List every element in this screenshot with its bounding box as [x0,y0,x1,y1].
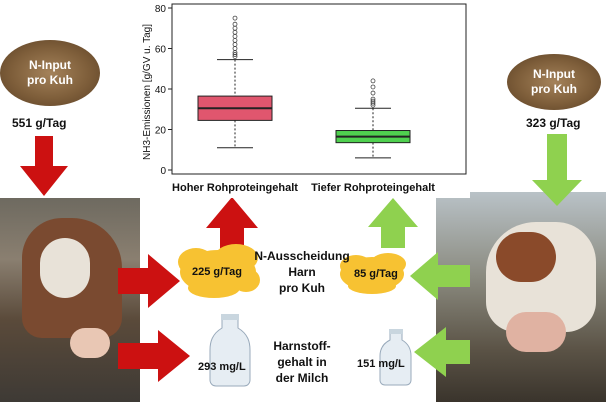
arrow-left-right-lower [414,327,470,377]
urine-caption: N-Ausscheidung Harn pro Kuh [250,248,354,296]
y-axis-label: NH3-Emissionen [g/GV u. Tag] [142,24,153,160]
cow-patch-right [496,232,556,282]
urine-caption-line1: N-Ausscheidung [254,249,350,263]
arrow-up-right [368,198,418,248]
milk-caption-line3: der Milch [275,371,329,385]
milk-urea-right: 151 mg/L [357,358,405,370]
urine-caption-line2: Harn [288,265,316,279]
arrow-up-left [206,197,258,252]
outlier-point [232,15,238,21]
n-input-left: 551 g/Tag [12,116,67,130]
urine-n-right: 85 g/Tag [354,268,398,280]
urine-n-left: 225 g/Tag [192,266,242,278]
feed-label-left-line1: N-Input [29,58,71,72]
urine-caption-line3: pro Kuh [279,281,325,295]
x-category-label: Hoher Rohproteingehalt [172,182,298,194]
y-tick-label: 20 [155,126,167,137]
cloud-right [340,253,406,294]
cloud-left [178,244,260,298]
x-category-label: Tiefer Rohproteingehalt [311,182,435,194]
feed-label-right: N-Input pro Kuh [507,67,601,97]
feed-label-right-line2: pro Kuh [531,82,577,96]
outlier-point [232,52,238,57]
milk-bottle-right-icon [379,329,412,386]
x-axis-labels: Hoher Rohproteingehalt Tiefer Rohproteing… [172,182,435,194]
y-axis: 0 20 40 60 80 [155,4,172,177]
feed-label-right-line1: N-Input [533,67,575,81]
feed-label-left: N-Input pro Kuh [0,58,100,88]
n-input-right: 323 g/Tag [526,116,581,130]
arrow-left-right-upper [410,252,470,300]
outlier-point [370,84,376,90]
chart-background [140,0,470,198]
udder-right [506,312,566,352]
y-tick-label: 60 [155,45,167,56]
boxes-group [197,15,411,159]
outlier-point [370,96,376,102]
outlier-point [370,90,376,96]
nh3-boxplot-chart: 0 20 40 60 80 Hoher Rohproteingehalt Tiefer R… [140,0,470,198]
arrow-right-left-upper [118,254,180,308]
milk-caption-line2: gehalt in [277,355,327,369]
arrow-down-right [532,134,582,206]
arrow-down-left [20,136,68,196]
milk-caption: Harnstoff- gehalt in der Milch [262,338,342,386]
left-cow-photo [0,198,140,402]
cow-patch-left [40,238,90,298]
feed-label-left-line2: pro Kuh [27,73,73,87]
outlier-point [370,78,376,84]
feed-oval-right [507,54,601,110]
milk-caption-line1: Harnstoff- [273,339,331,353]
outlier-point [232,21,238,27]
y-tick-label: 80 [155,4,167,15]
right-cow-photo [436,192,606,402]
udder-left [70,328,110,358]
outlier-point [370,98,376,104]
y-tick-label: 0 [160,166,166,177]
feed-oval-left [0,40,100,106]
milk-urea-left: 293 mg/L [198,361,246,373]
arrow-right-left-lower [118,330,190,382]
y-tick-label: 40 [155,85,167,96]
milk-bottle-left-icon [209,314,251,387]
